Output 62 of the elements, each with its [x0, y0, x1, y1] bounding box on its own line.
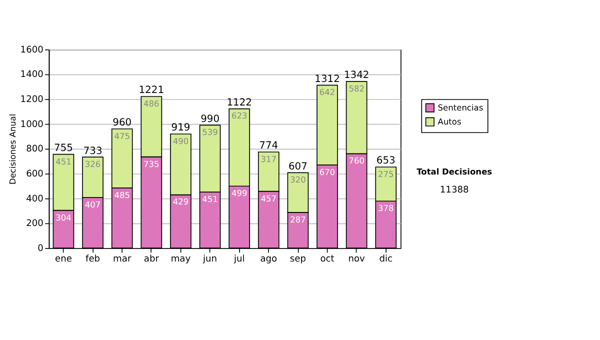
data-label: 451	[202, 194, 218, 204]
data-label: 642	[319, 87, 336, 98]
x-tick-label: sep	[290, 254, 306, 265]
total-label: 919	[171, 122, 190, 134]
x-tick-label: nov	[348, 254, 366, 265]
total-label: 960	[112, 118, 132, 129]
data-label: 475	[114, 130, 130, 141]
data-label: 407	[84, 199, 101, 210]
data-label: 429	[172, 196, 189, 207]
total-label: 755	[54, 143, 73, 154]
data-label: 457	[260, 193, 277, 204]
data-label: 451	[56, 156, 72, 166]
total-label: 1342	[344, 70, 370, 82]
total-label: 1221	[138, 85, 164, 96]
data-label: 326	[84, 159, 101, 170]
data-label: 539	[202, 127, 218, 138]
data-label: 623	[231, 110, 248, 121]
data-label: 275	[378, 168, 394, 179]
x-tick-label: mar	[113, 254, 132, 265]
legend-label: Autos	[438, 116, 462, 126]
total-label: 733	[83, 146, 102, 157]
text: Total Decisiones	[416, 166, 492, 176]
y-axis-title: Decisiones Anual	[7, 114, 18, 185]
x-tick-label: may	[170, 254, 192, 265]
x-tick-label: jun	[202, 254, 218, 265]
total-label: 990	[200, 114, 220, 125]
y-tick-label: 800	[26, 144, 44, 155]
total-label: 1312	[314, 74, 340, 85]
y-tick-label: 0	[38, 244, 44, 254]
y-tick-label: 1600	[20, 45, 44, 56]
data-label: 485	[114, 190, 130, 200]
y-tick-label: 1200	[20, 95, 44, 105]
x-tick-label: feb	[86, 254, 100, 265]
y-tick-label: 200	[26, 219, 44, 230]
data-label: 490	[172, 136, 189, 146]
total-label: 653	[376, 156, 396, 167]
x-tick-label: ago	[260, 254, 278, 265]
data-label: 499	[231, 188, 248, 198]
data-label: 287	[290, 214, 306, 224]
legend-label: Sentencias	[438, 102, 484, 112]
data-label: 670	[319, 166, 336, 177]
data-label: 378	[378, 203, 394, 214]
x-tick-label: abr	[144, 254, 160, 265]
y-tick-label: 400	[26, 194, 44, 204]
x-tick-label: oct	[320, 254, 335, 265]
data-label: 582	[348, 83, 364, 94]
x-tick-label: dic	[379, 254, 393, 265]
y-tick-label: 600	[26, 169, 44, 180]
total-label: 774	[259, 140, 278, 152]
x-tick-label: ene	[55, 254, 72, 265]
text: 11388	[440, 186, 470, 196]
total-label: 607	[288, 161, 308, 172]
data-label: 304	[56, 212, 72, 222]
data-label: 317	[260, 154, 277, 164]
y-tick-label: 1400	[20, 70, 44, 80]
data-label: 735	[144, 158, 160, 169]
data-label: 760	[348, 156, 364, 166]
y-tick-label: 1000	[20, 120, 44, 130]
data-label: 486	[144, 98, 160, 108]
total-label: 1122	[226, 97, 252, 108]
x-tick-label: jul	[232, 254, 245, 265]
data-label: 320	[290, 174, 306, 185]
